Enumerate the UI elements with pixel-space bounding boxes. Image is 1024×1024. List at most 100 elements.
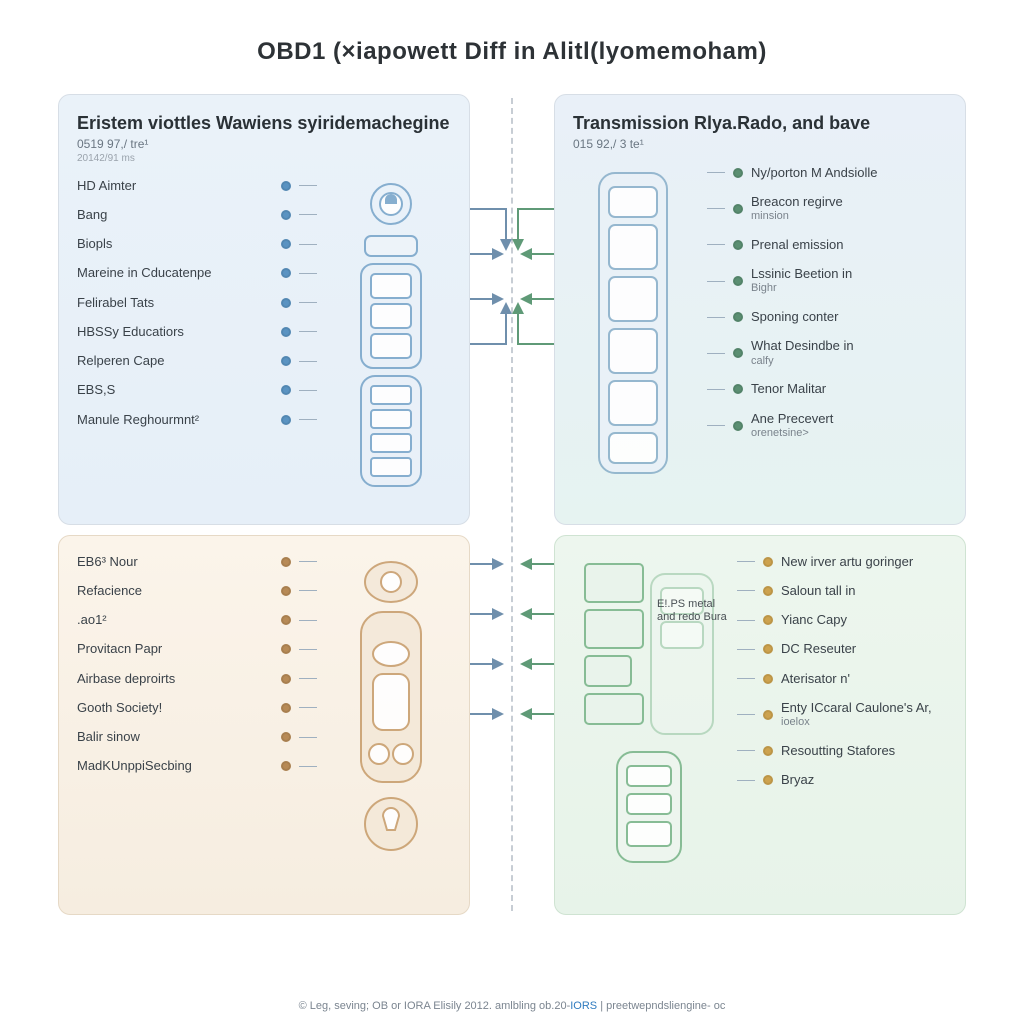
list-item: Bang <box>77 207 317 223</box>
bullet-dot-icon <box>281 644 291 654</box>
panel-top-left: Eristem viottles Wawiens syiridemachegin… <box>58 94 470 525</box>
connector-stub-icon <box>707 281 725 282</box>
list-item: .ao1² <box>77 612 317 628</box>
bullet-dot-icon <box>763 586 773 596</box>
connector-stub-icon <box>299 361 317 362</box>
item-label: Lssinic Beetion inBighr <box>751 266 947 296</box>
item-label: Enty ICcaral Caulone's Ar,ioelox <box>781 700 947 730</box>
connector-stub-icon <box>737 678 755 679</box>
panel-subhead2: 20142/91 ms <box>77 153 451 164</box>
bullet-dot-icon <box>281 210 291 220</box>
item-label: Felirabel Tats <box>77 295 273 311</box>
connector-stub-icon <box>299 737 317 738</box>
item-label: What Desindbe incalfy <box>751 338 947 368</box>
connector-stub-icon <box>299 214 317 215</box>
item-label: Prenal emission <box>751 237 947 253</box>
item-list: HD Aimter Bang Biopls Mareine in Cducatenpe… <box>77 178 317 428</box>
item-label: Ny/porton M Andsiolle <box>751 165 947 181</box>
illustration <box>331 178 451 508</box>
list-item: Tenor Malitar <box>707 381 947 397</box>
list-item: Manule Reghourmnt² <box>77 412 317 428</box>
item-label: Balir sinow <box>77 729 273 745</box>
illustration: E!.PS metal and redo Bura <box>573 554 723 874</box>
connector-stub-icon <box>299 707 317 708</box>
bullet-dot-icon <box>281 298 291 308</box>
list-item: Ny/porton M Andsiolle <box>707 165 947 181</box>
list-item: Saloun tall in <box>737 583 947 599</box>
bullet-dot-icon <box>763 674 773 684</box>
page-title: OBD1 (×iapowett Diff in Alitl(lyomemoham… <box>58 38 966 66</box>
connector-stub-icon <box>299 766 317 767</box>
list-item: Enty ICcaral Caulone's Ar,ioelox <box>737 700 947 730</box>
list-item: Gooth Society! <box>77 700 317 716</box>
list-item: Prenal emission <box>707 237 947 253</box>
item-label: Sponing conter <box>751 309 947 325</box>
list-item: EBS,S <box>77 382 317 398</box>
panel-subhead: 015 92,/ 3 te¹ <box>573 137 947 151</box>
list-item: Yianc Capy <box>737 612 947 628</box>
connector-stub-icon <box>299 649 317 650</box>
connector-stub-icon <box>707 244 725 245</box>
item-label: HD Aimter <box>77 178 273 194</box>
list-item: Bryaz <box>737 772 947 788</box>
connector-stub-icon <box>299 590 317 591</box>
item-label: Bryaz <box>781 772 947 788</box>
bullet-dot-icon <box>281 703 291 713</box>
panel-title: Transmission Rlya.Rado, and bave <box>573 113 947 135</box>
panel-bottom-right: New irver artu goringer Saloun tall in Yia… <box>554 535 966 915</box>
bullet-dot-icon <box>763 615 773 625</box>
bullet-dot-icon <box>733 276 743 286</box>
connector-stub-icon <box>299 678 317 679</box>
bullet-dot-icon <box>733 204 743 214</box>
bullet-dot-icon <box>763 710 773 720</box>
bullet-dot-icon <box>281 268 291 278</box>
bullet-dot-icon <box>733 168 743 178</box>
list-item: Breacon regirveminsion <box>707 194 947 224</box>
connector-stub-icon <box>737 620 755 621</box>
item-label: Airbase deproirts <box>77 671 273 687</box>
bullet-dot-icon <box>281 415 291 425</box>
item-label: Ane Precevertorenetsine> <box>751 411 947 441</box>
bullet-dot-icon <box>281 181 291 191</box>
footer: © Leg, seving; OB or IORA Elisily 2012. … <box>0 1000 1024 1012</box>
item-label: HBSSy Educatiors <box>77 324 273 340</box>
connector-stub-icon <box>299 302 317 303</box>
bullet-dot-icon <box>281 385 291 395</box>
bullet-dot-icon <box>733 240 743 250</box>
item-label-minor: orenetsine> <box>751 427 947 441</box>
connector-stub-icon <box>737 780 755 781</box>
connector-stub-icon <box>707 353 725 354</box>
bullet-dot-icon <box>763 775 773 785</box>
item-label: Refacience <box>77 583 273 599</box>
bullet-dot-icon <box>763 746 773 756</box>
list-item: Biopls <box>77 236 317 252</box>
connector-stub-icon <box>299 244 317 245</box>
item-label: Relperen Cape <box>77 353 273 369</box>
connector-stub-icon <box>707 425 725 426</box>
list-item: DC Reseuter <box>737 641 947 657</box>
list-item: Mareine in Cducatenpe <box>77 265 317 281</box>
bullet-dot-icon <box>733 384 743 394</box>
item-label: Mareine in Cducatenpe <box>77 265 273 281</box>
list-item: EB6³ Nour <box>77 554 317 570</box>
list-item: Lssinic Beetion inBighr <box>707 266 947 296</box>
bullet-dot-icon <box>763 557 773 567</box>
item-label-minor: minsion <box>751 210 947 224</box>
item-label: EB6³ Nour <box>77 554 273 570</box>
list-item: Balir sinow <box>77 729 317 745</box>
illustration <box>573 165 693 495</box>
connector-stub-icon <box>299 620 317 621</box>
item-label-minor: Bighr <box>751 282 947 296</box>
item-label: MadKUnppiSecbing <box>77 758 273 774</box>
item-list: Ny/porton M Andsiolle Breacon regirvemins… <box>707 165 947 441</box>
connector-stub-icon <box>299 273 317 274</box>
connector-stub-icon <box>299 390 317 391</box>
list-item: Provitacn Papr <box>77 641 317 657</box>
item-label: EBS,S <box>77 382 273 398</box>
item-label-minor: calfy <box>751 355 947 369</box>
item-label: Provitacn Papr <box>77 641 273 657</box>
list-item: New irver artu goringer <box>737 554 947 570</box>
bullet-dot-icon <box>763 644 773 654</box>
item-label: Breacon regirveminsion <box>751 194 947 224</box>
list-item: Ane Precevertorenetsine> <box>707 411 947 441</box>
